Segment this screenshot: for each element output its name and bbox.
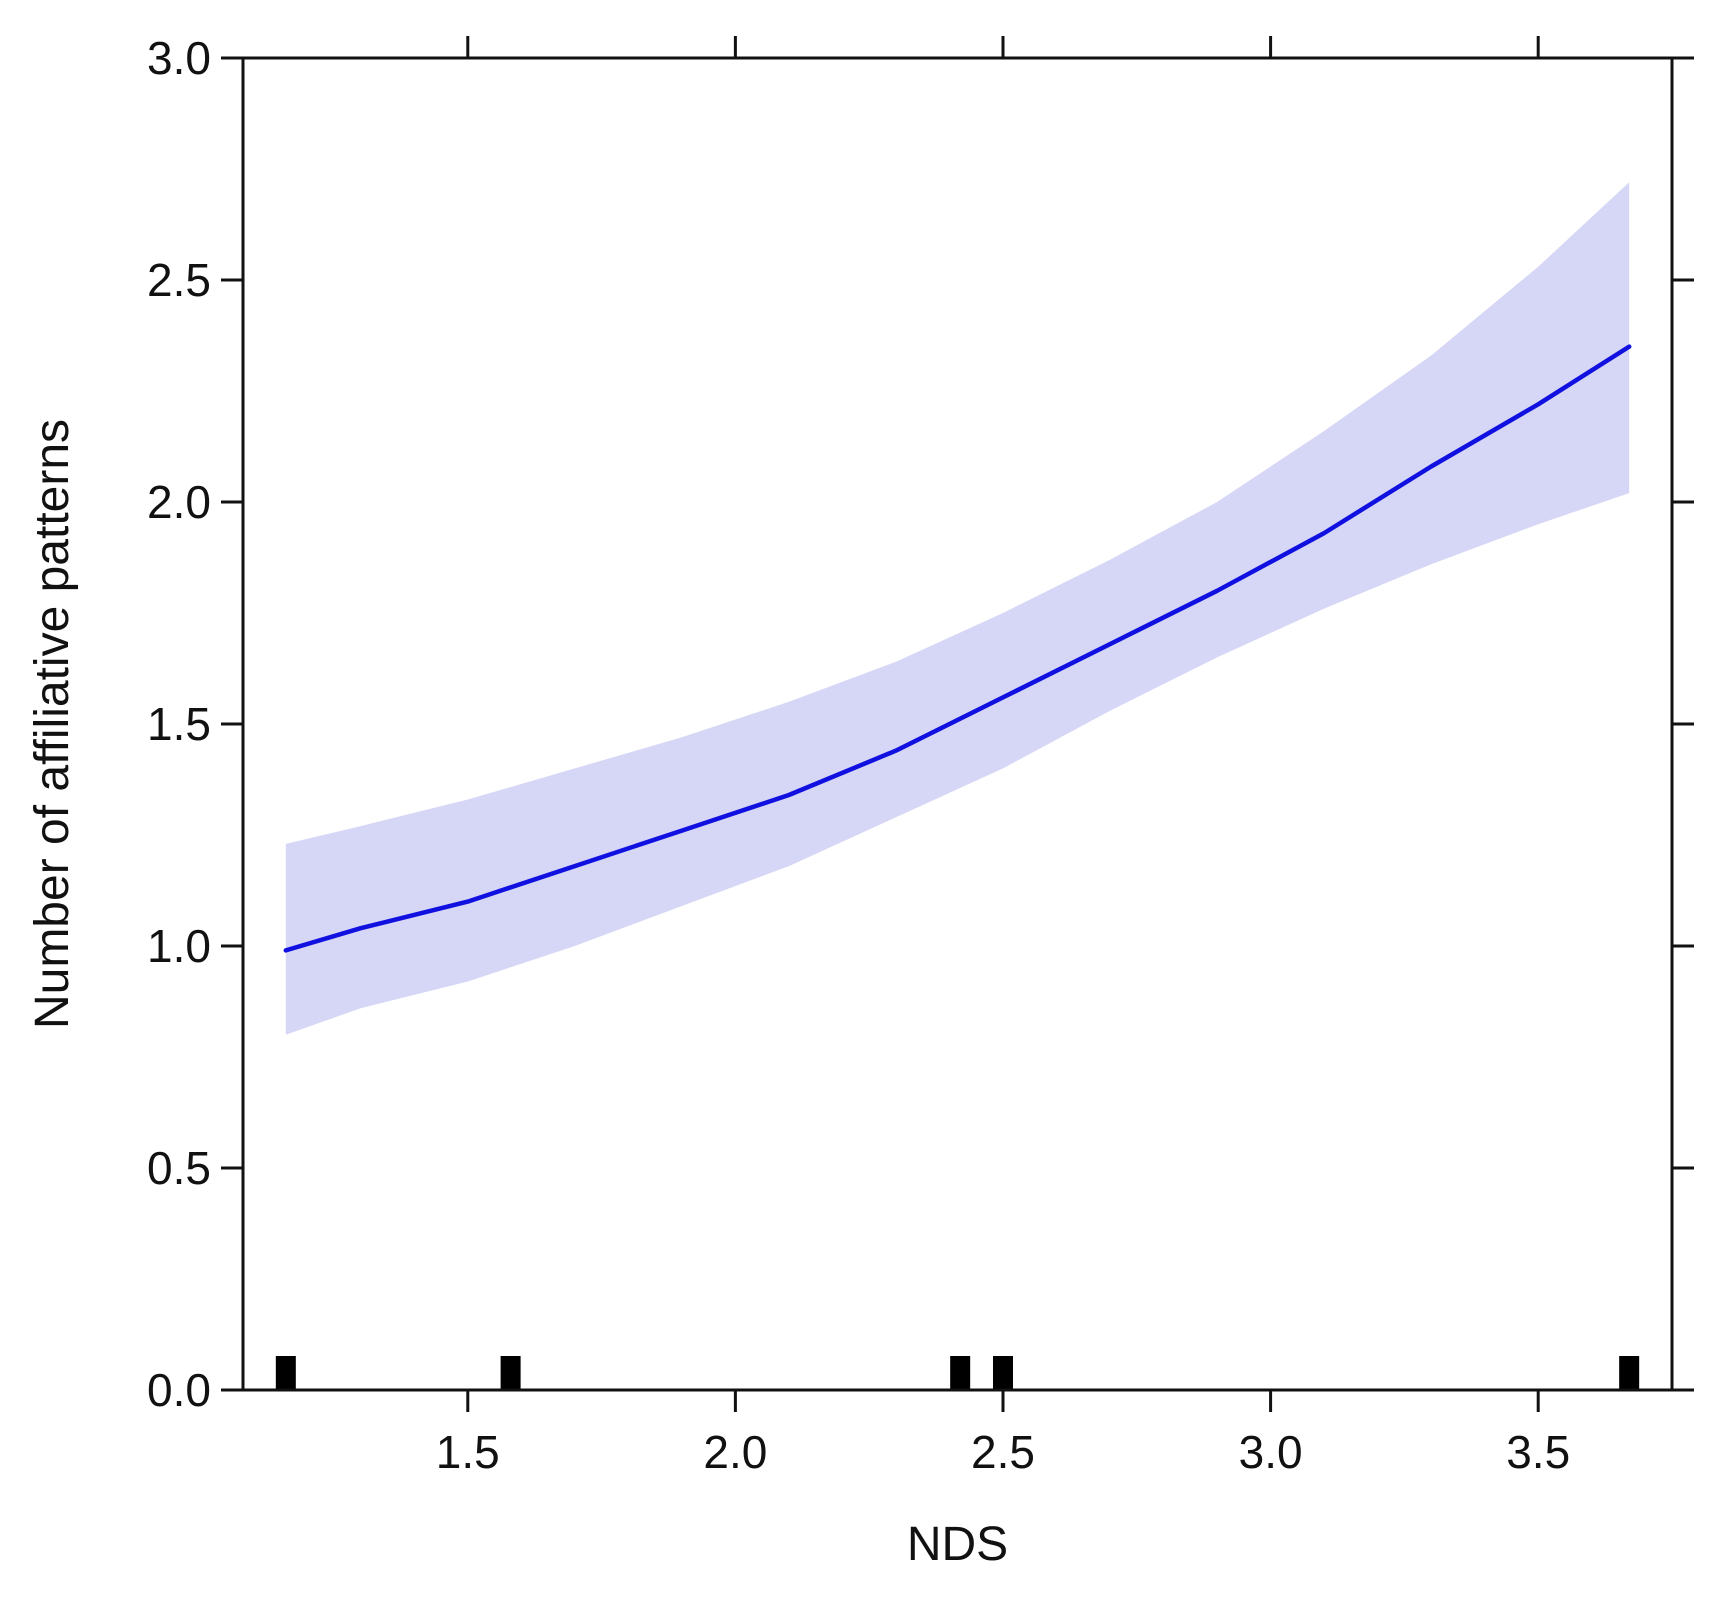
y-axis-title: Number of affiliative patterns	[26, 419, 79, 1029]
x-tick-label: 1.5	[436, 1426, 500, 1478]
x-tick-label: 3.0	[1239, 1426, 1303, 1478]
rug-mark	[1619, 1356, 1640, 1390]
x-tick-label: 2.0	[703, 1426, 767, 1478]
rug-layer	[275, 1356, 1640, 1390]
y-axis: 0.0 0.5 1.0 1.5 2.0 2.5 3.0	[147, 32, 1694, 1416]
y-tick-label: 0.5	[147, 1142, 211, 1194]
y-tick-label: 1.5	[147, 698, 211, 750]
confidence-band	[285, 182, 1630, 1035]
confidence-band-layer	[285, 182, 1630, 1035]
y-tick-label: 0.0	[147, 1364, 211, 1416]
rug-mark	[500, 1356, 521, 1390]
x-axis: 1.5 2.0 2.5 3.0 3.5	[436, 36, 1570, 1478]
y-tick-label: 1.0	[147, 920, 211, 972]
rug-mark	[275, 1356, 296, 1390]
rug-mark	[950, 1356, 971, 1390]
y-tick-label: 2.5	[147, 254, 211, 306]
x-tick-label: 2.5	[971, 1426, 1035, 1478]
x-axis-title: NDS	[907, 1518, 1008, 1571]
x-tick-label: 3.5	[1506, 1426, 1570, 1478]
fitted-line	[283, 344, 1632, 953]
rug-mark	[992, 1356, 1013, 1390]
fitted-line-layer	[283, 344, 1632, 953]
y-tick-label: 3.0	[147, 32, 211, 84]
y-tick-label: 2.0	[147, 476, 211, 528]
